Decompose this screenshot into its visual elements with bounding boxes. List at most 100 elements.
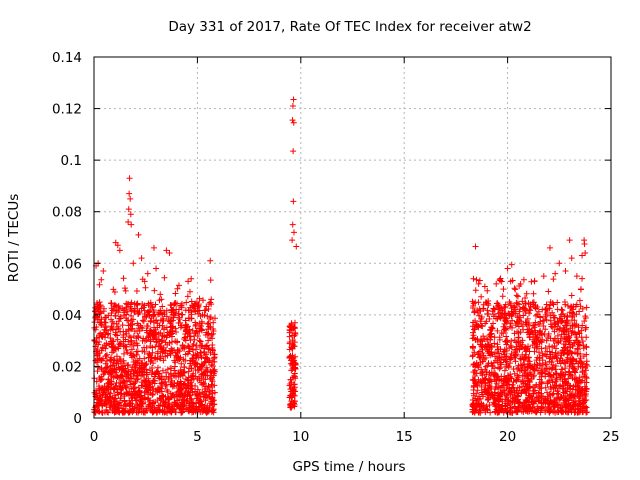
data-point [498,278,505,285]
data-point [124,390,131,397]
data-point [165,317,172,324]
data-point [525,377,532,384]
data-point [102,353,109,360]
data-point [494,327,501,334]
data-point [154,348,161,355]
data-point [158,380,165,387]
data-point [519,323,526,330]
data-point [178,360,185,367]
data-point [469,402,476,409]
data-point [186,406,193,413]
data-point [497,275,504,282]
data-point [162,353,169,360]
data-point [112,398,119,405]
data-point [539,393,546,400]
data-point [114,357,121,364]
data-point [567,344,574,351]
data-point [536,360,543,367]
data-point [543,316,550,323]
data-point [192,329,199,336]
data-point [573,358,580,365]
data-point [479,372,486,379]
data-point [151,287,158,294]
data-point [551,319,558,326]
data-point [481,283,488,290]
data-point [190,403,197,410]
data-point [183,299,190,306]
data-point [501,326,508,333]
data-point [195,354,202,361]
data-point [207,375,214,382]
data-point [574,350,581,357]
data-point [496,409,503,416]
tick-labels: 0 5 10 15 20 25 0 0.02 0.04 0.06 0.08 0.1 0.12 0.14 [52,50,620,445]
data-point [470,300,477,307]
data-point [531,322,538,329]
data-point [579,275,586,282]
data-point [533,382,540,389]
data-point [130,358,137,365]
data-point [566,391,573,398]
data-point [486,401,493,408]
data-point [570,406,577,413]
data-point [565,332,572,339]
data-point [121,398,128,405]
data-point [109,318,116,325]
data-point [477,359,484,366]
data-point [501,367,508,374]
data-point [514,392,521,399]
data-point [127,195,134,202]
data-point [550,276,557,283]
data-point [210,330,217,337]
data-point [499,398,506,405]
data-point [102,360,109,367]
data-point [482,406,489,413]
data-point [144,323,151,330]
data-point [551,343,558,350]
data-point [165,401,172,408]
data-point [501,373,508,380]
data-point [123,305,130,312]
data-point [569,343,576,350]
data-point [472,243,479,250]
data-point [516,301,523,308]
data-point [174,285,181,292]
data-point [532,319,539,326]
data-point [134,320,141,327]
data-point [289,117,296,124]
data-point [171,301,178,308]
data-point [197,349,204,356]
data-point [210,397,217,404]
data-point [471,309,478,316]
data-point [570,365,577,372]
data-point [511,370,518,377]
data-point [207,316,213,323]
data-point [506,299,513,306]
data-point [203,303,210,310]
data-point [115,364,122,371]
data-point [286,322,293,329]
data-point [491,389,498,396]
data-point [557,372,564,379]
data-point [516,308,523,315]
data-point [105,376,112,383]
data-point [141,278,148,285]
data-point [167,371,174,378]
data-point [484,386,491,393]
data-point [514,293,521,300]
data-point [291,359,298,366]
data-point [290,229,297,236]
data-point [286,382,293,389]
data-point [153,265,160,272]
data-point [513,292,520,299]
data-point [500,286,507,293]
data-point [561,399,568,406]
data-point [584,409,591,416]
data-point [508,388,515,395]
data-point [508,409,515,416]
data-point [139,325,146,332]
data-point [107,354,114,361]
data-point [579,360,586,367]
data-point [573,273,580,280]
data-point [552,363,559,370]
